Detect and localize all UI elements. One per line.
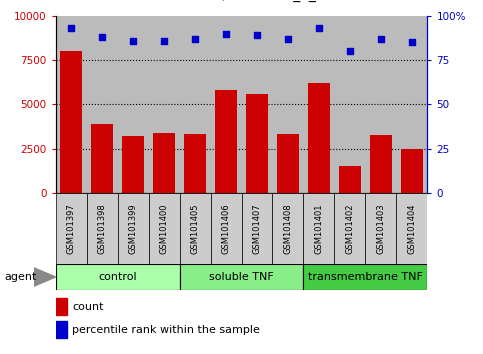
Text: control: control (98, 272, 137, 282)
Text: GSM101400: GSM101400 (159, 203, 169, 253)
Bar (370, 135, 392, 193)
Bar (184, 133, 206, 193)
Bar (272, 193, 303, 264)
Point (315, 25, 323, 31)
Bar (180, 264, 303, 290)
Point (408, 40, 416, 45)
Text: percentile rank within the sample: percentile rank within the sample (72, 325, 260, 335)
Bar (246, 94, 268, 193)
Point (346, 48, 354, 54)
Text: GSM101405: GSM101405 (190, 203, 199, 253)
Point (98, 34, 106, 40)
Point (253, 33, 261, 38)
Bar (215, 90, 237, 193)
Bar (334, 193, 366, 264)
Point (160, 38, 168, 44)
Bar (303, 193, 334, 264)
Bar (211, 193, 242, 264)
Text: soluble TNF: soluble TNF (209, 272, 274, 282)
Bar (91, 124, 113, 193)
Point (191, 36, 199, 42)
Bar (242, 193, 272, 264)
Text: GSM101401: GSM101401 (314, 203, 324, 253)
Polygon shape (34, 268, 56, 286)
Text: count: count (72, 302, 104, 312)
Point (284, 36, 292, 42)
Point (222, 31, 230, 36)
Point (129, 38, 137, 44)
Bar (308, 83, 330, 193)
Bar (401, 149, 423, 193)
Text: GSM101402: GSM101402 (345, 203, 355, 253)
Text: GSM101403: GSM101403 (376, 203, 385, 254)
Point (67, 25, 75, 31)
Bar (303, 264, 427, 290)
Bar (86, 193, 117, 264)
Bar (56, 193, 86, 264)
Bar (153, 133, 175, 193)
Point (377, 36, 385, 42)
Bar (277, 133, 299, 193)
Bar (60, 51, 82, 193)
Text: GSM101397: GSM101397 (67, 203, 75, 254)
Text: GSM101406: GSM101406 (222, 203, 230, 254)
Bar (397, 193, 427, 264)
Text: agent: agent (5, 272, 37, 282)
Bar (180, 193, 211, 264)
Bar (122, 136, 144, 193)
Bar (56, 321, 67, 338)
Text: GSM101407: GSM101407 (253, 203, 261, 254)
Text: GSM101398: GSM101398 (98, 203, 107, 254)
Text: GSM101408: GSM101408 (284, 203, 293, 254)
Text: GSM101399: GSM101399 (128, 203, 138, 254)
Text: transmembrane TNF: transmembrane TNF (308, 272, 423, 282)
Bar (149, 193, 180, 264)
Bar (56, 298, 67, 314)
Text: GDS2773 / 1422684_a_at: GDS2773 / 1422684_a_at (153, 0, 330, 2)
Bar (117, 193, 149, 264)
Bar (56, 264, 180, 290)
Bar (366, 193, 397, 264)
Text: GSM101404: GSM101404 (408, 203, 416, 253)
Bar (339, 166, 361, 193)
